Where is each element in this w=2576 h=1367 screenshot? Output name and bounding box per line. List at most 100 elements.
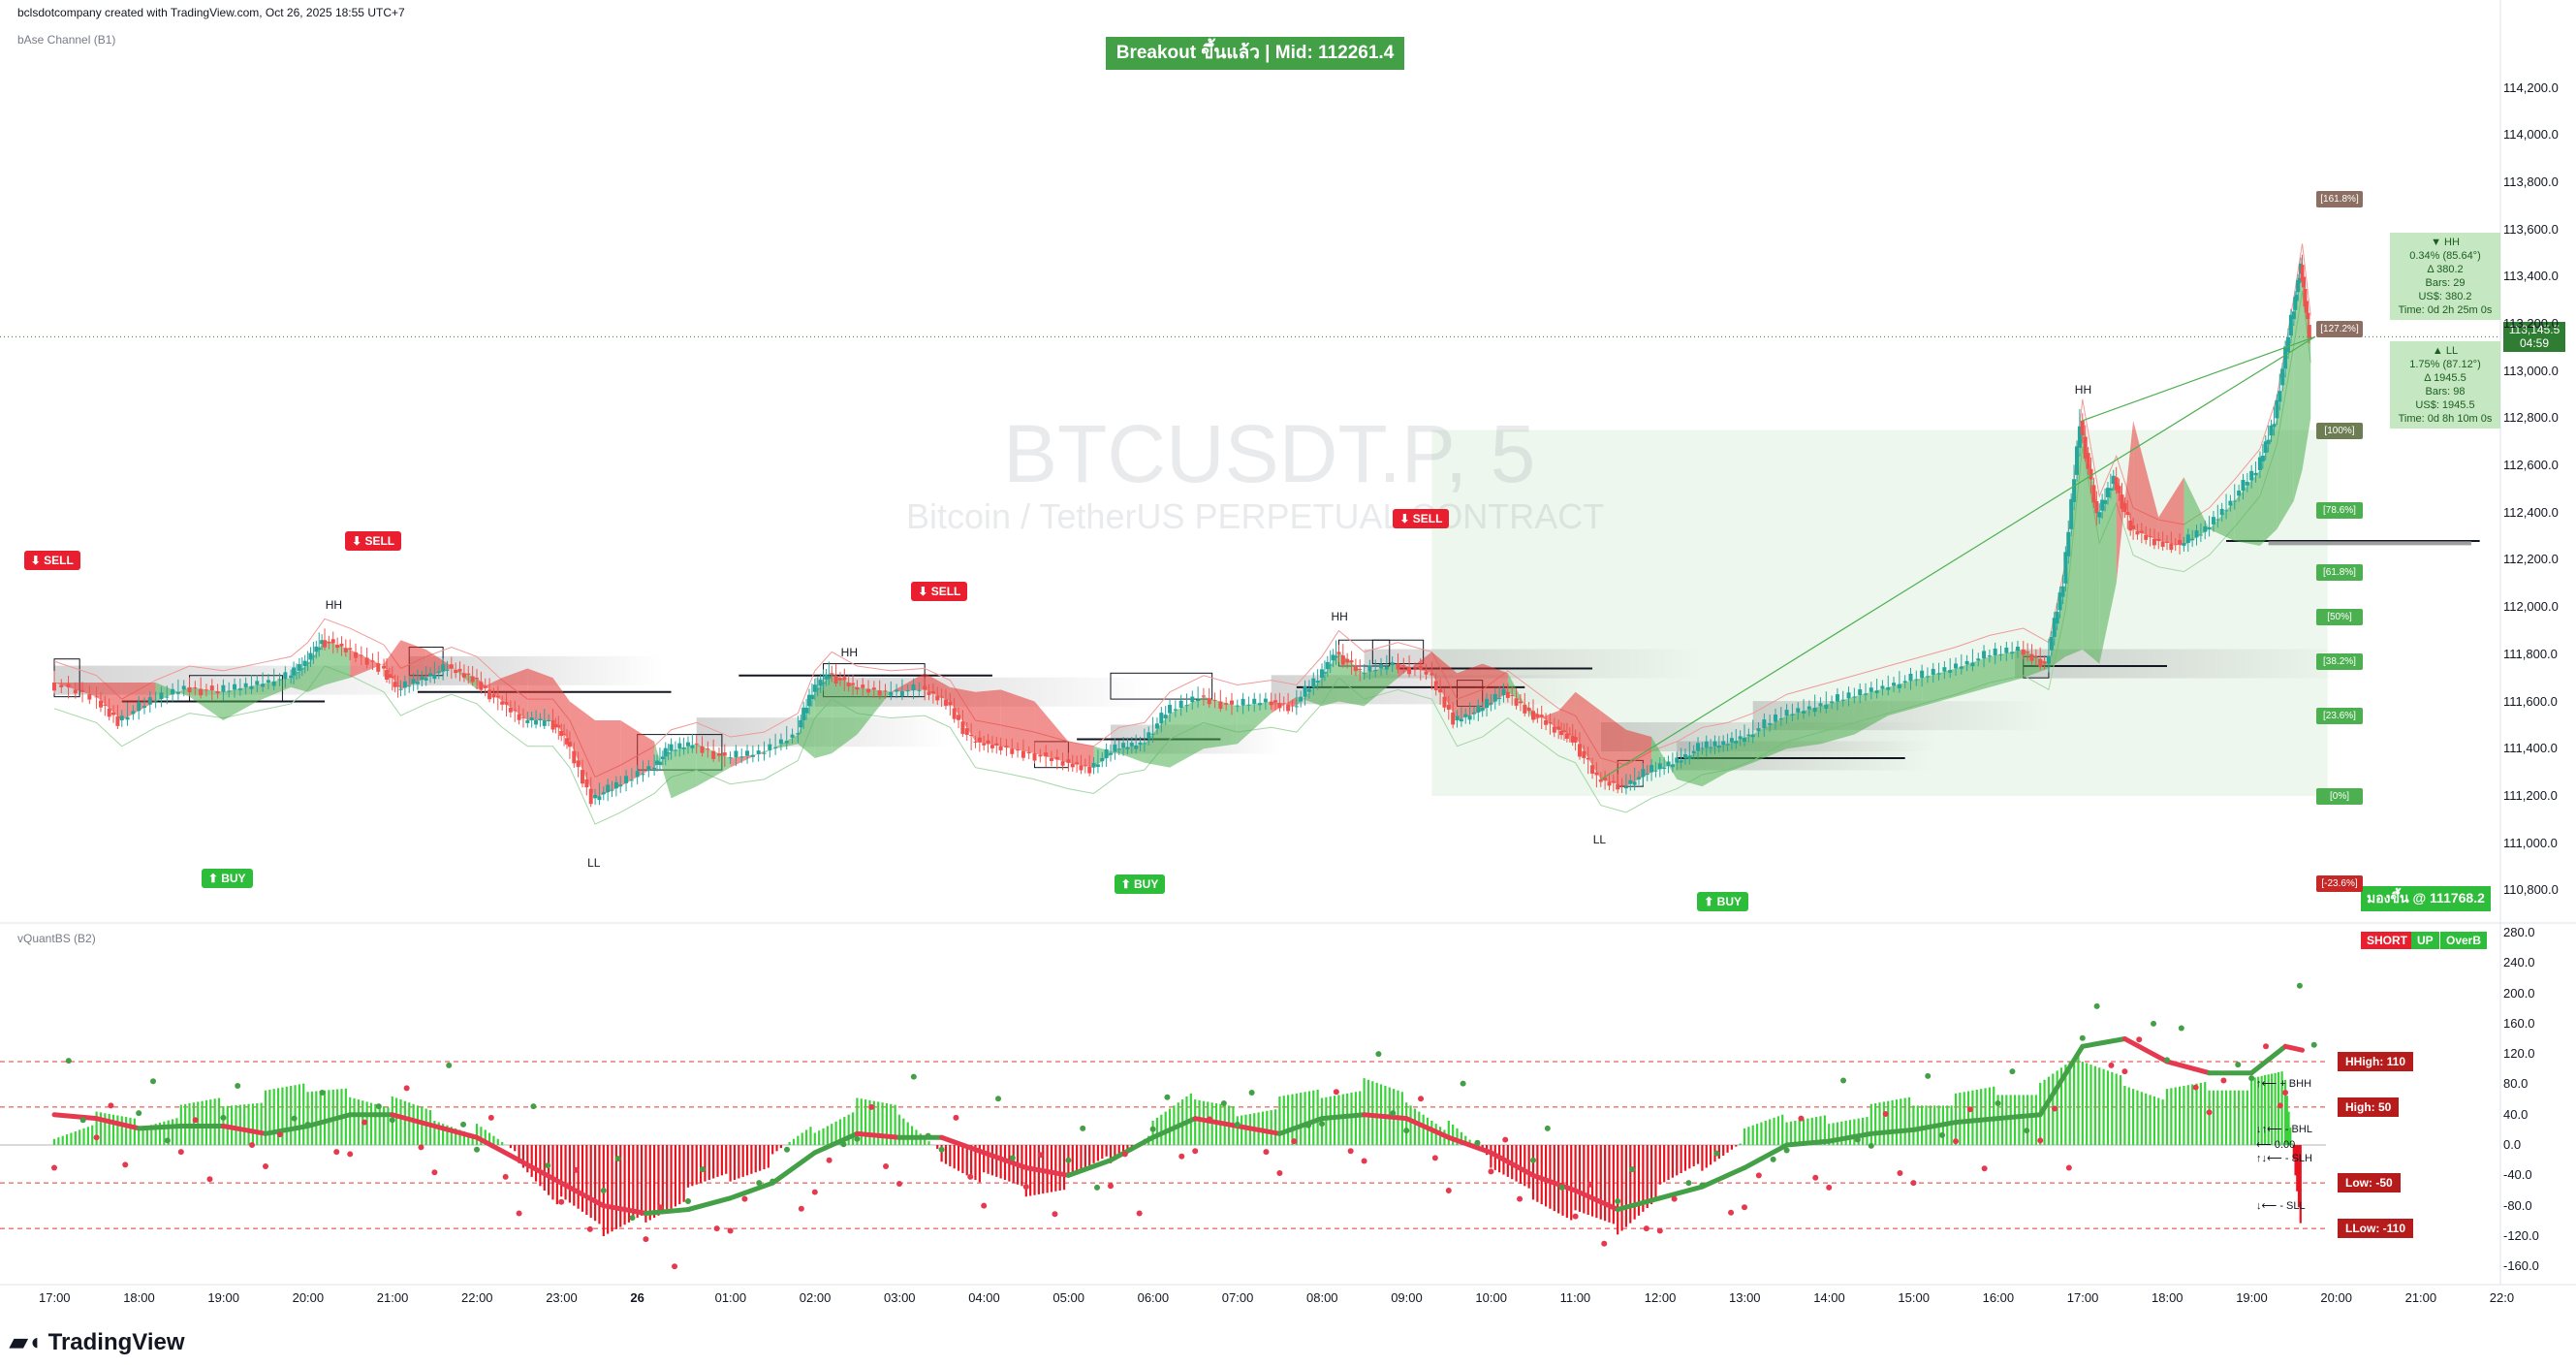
osc-dot [2192,1084,2199,1091]
candle-body [1218,701,1223,709]
osc-level-label: High: 50 [2338,1097,2400,1117]
candle-body [846,683,851,686]
time-tick-label: 22:00 [461,1290,493,1305]
candle-body [175,691,180,694]
fib-label: [78.6%] [2316,502,2363,520]
candle-body [107,708,111,717]
osc-dot [558,1198,565,1205]
candle-body [1480,708,1485,712]
candle-body [1675,757,1680,763]
candle-body [1418,665,1423,671]
trendline-hh [2082,335,2315,422]
candle-body [1544,719,1549,725]
osc-line-segment [1192,1116,1241,1129]
candle-body [1246,704,1251,706]
osc-tick-label: 160.0 [2503,1015,2535,1031]
info-line: Time: 0d 2h 25m 0s [2398,304,2493,316]
candle-body [525,719,530,723]
cloud-segment [1888,678,1923,716]
candle-body [2144,534,2149,540]
osc-dot [93,1134,100,1141]
candle-body [821,683,826,684]
osc-dot [108,1102,114,1109]
candle-body [1696,743,1701,751]
candle-body [1920,670,1925,679]
candle-body [193,687,198,689]
candle-body [1858,689,1863,696]
candle-body [773,747,778,748]
candle-body [824,675,829,680]
osc-line-segment [136,1123,184,1131]
candle-body [483,685,487,688]
candle-body [629,779,634,781]
cloud-segment [1625,729,1652,787]
candle-body [1756,728,1761,732]
candle-body [613,781,618,789]
osc-dot [1094,1184,1101,1191]
osc-dot [967,1173,974,1180]
candle-body [538,718,543,720]
candle-body [1666,761,1671,767]
osc-dot [1403,1128,1410,1134]
osc-dot [1431,1155,1438,1161]
osc-dot [1502,1136,1509,1143]
fib-label: [50%] [2316,608,2363,625]
cloud-segment [502,668,528,720]
candle-body [576,760,581,768]
candle-body [1401,665,1406,667]
osc-dot [487,1114,494,1121]
osc-line-segment [1319,1112,1367,1122]
candle-body [1016,749,1021,751]
osc-line-segment [1108,1134,1156,1163]
candle-body [1892,683,1897,686]
osc-dot [65,1058,72,1065]
candle-body [2021,649,2026,655]
candle-body [1433,681,1438,690]
osc-dot [136,1110,142,1117]
sell-signal: ⬇ SELL [23,551,80,570]
candle-body [1925,676,1930,678]
candle-body [1049,757,1053,762]
candle-body [2160,541,2165,547]
osc-dot [868,1103,875,1110]
candle-body [711,750,716,759]
tradingview-logo[interactable]: ▰◖ TradingView [10,1329,185,1355]
cloud-segment [1034,701,1069,763]
osc-dot [2108,1062,2115,1068]
candle-body [119,715,124,720]
osc-dot [1178,1153,1185,1160]
candle-body [2194,530,2199,538]
osc-dot [1629,1166,1636,1173]
time-tick-label: 18:00 [123,1290,155,1305]
osc-tick-label: 280.0 [2503,924,2535,939]
osc-dot [291,1115,298,1122]
candle-body [1539,715,1544,717]
cloud-segment [1786,706,1821,749]
price-tick-label: 111,600.0 [2503,693,2558,709]
osc-line-segment [1657,1184,1705,1201]
fib-label: [100%] [2316,422,2363,439]
candle-body [1173,709,1178,711]
osc-line-segment [1995,1112,2043,1122]
candle-body [1628,779,1633,784]
osc-dot [2079,1034,2086,1041]
osc-tag: UP [2411,932,2439,949]
candle-body [1446,704,1451,710]
candle-body [1556,726,1561,730]
osc-dot [2282,1090,2289,1097]
candle-body [243,683,248,687]
osc-line-segment [1235,1123,1282,1136]
osc-line-segment [1784,1138,1832,1148]
candle-body [935,695,940,701]
candle-body [790,734,795,738]
candle-body [1590,765,1595,775]
osc-dot [1656,1227,1663,1234]
candle-body [1959,666,1963,669]
cloud-segment [425,649,452,679]
osc-tag: OverB [2440,932,2488,949]
osc-dot [741,1195,748,1202]
candle-body [2097,512,2102,518]
osc-dot [446,1062,453,1068]
osc-dot [1544,1125,1551,1131]
candle-body [957,715,961,720]
